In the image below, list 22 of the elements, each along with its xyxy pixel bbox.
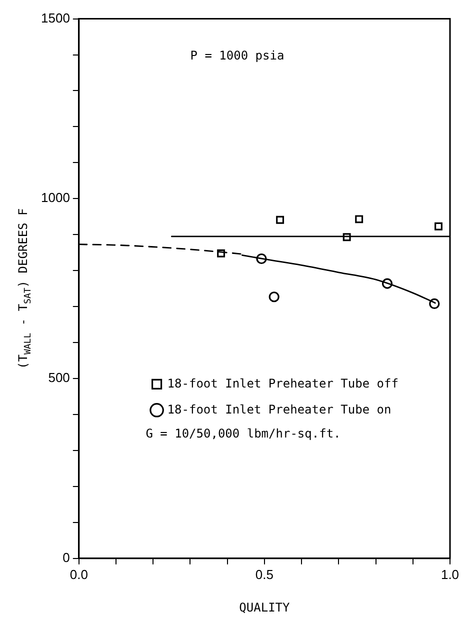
point xyxy=(276,216,284,224)
y-tick-label: 500 xyxy=(48,370,70,386)
y-tick-label: 1000 xyxy=(41,190,70,206)
x-tick-label: 0.0 xyxy=(70,566,88,582)
x-axis-title: QUALITY xyxy=(239,600,291,615)
point xyxy=(256,253,267,264)
y-tick-label: 1500 xyxy=(41,10,70,26)
legend-label: 18-foot Inlet Preheater Tube on xyxy=(167,402,392,416)
point xyxy=(355,215,364,224)
y-axis-title: (TWALL - TSAT) DEGREES F xyxy=(16,208,34,369)
annotation: P = 1000 psia xyxy=(190,48,284,63)
point xyxy=(434,222,442,230)
point xyxy=(268,292,280,302)
annotation: G = 10/50,000 lbm/hr-sq.ft. xyxy=(146,426,341,440)
point xyxy=(429,298,440,310)
y-tick-label: 0 xyxy=(62,550,70,565)
x-tick-label: 1.0 xyxy=(440,566,460,582)
x-tick-label: 0.5 xyxy=(255,566,274,582)
point xyxy=(217,249,226,258)
legend-label: 18-foot Inlet Preheater Tube off xyxy=(167,376,398,390)
point xyxy=(342,233,351,242)
point xyxy=(382,278,393,289)
